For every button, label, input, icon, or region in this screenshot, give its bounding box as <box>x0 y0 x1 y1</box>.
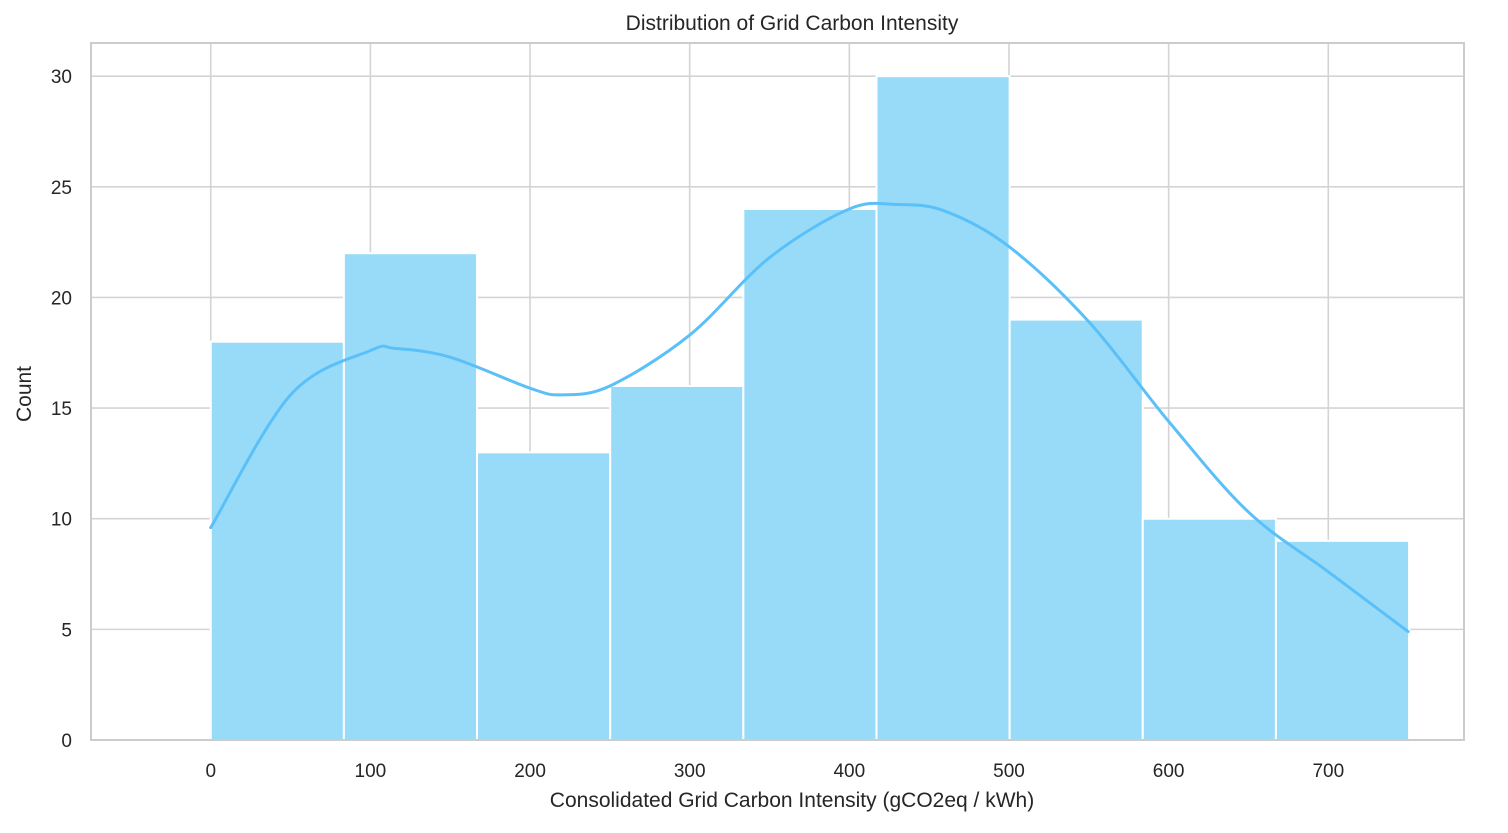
y-tick-label: 5 <box>61 620 72 641</box>
histogram-bar <box>342 252 479 741</box>
y-tick-label: 15 <box>51 399 72 420</box>
histogram-bar <box>476 451 612 741</box>
histogram-bar <box>609 384 745 741</box>
x-tick-label: 300 <box>674 761 706 782</box>
x-tick-label: 700 <box>1312 761 1344 782</box>
x-axis-title: Consolidated Grid Carbon Intensity (gCO2… <box>550 789 1034 812</box>
y-tick-label: 10 <box>51 510 72 531</box>
x-tick-labels: 0 100 200 300 400 500 600 700 <box>205 761 1344 782</box>
y-tick-label: 30 <box>51 67 72 88</box>
x-tick-label: 500 <box>993 761 1025 782</box>
histogram-bar <box>209 340 345 741</box>
histogram-bar <box>1008 318 1144 741</box>
y-axis-title: Count <box>13 366 36 422</box>
x-tick-label: 600 <box>1153 761 1185 782</box>
histogram-bar <box>875 75 1011 741</box>
x-tick-label: 400 <box>833 761 865 782</box>
kde-line <box>209 201 1410 634</box>
y-tick-label: 25 <box>51 178 72 199</box>
y-tick-labels: 0 5 10 15 20 25 30 <box>51 67 72 752</box>
histogram-bar <box>1274 539 1411 741</box>
x-tick-label: 0 <box>205 761 216 782</box>
bars-layer <box>209 75 1411 741</box>
y-tick-label: 0 <box>61 731 72 752</box>
y-tick-label: 20 <box>51 288 72 309</box>
histogram-bar <box>1141 517 1277 741</box>
kde-layer <box>209 201 1410 634</box>
plot-frame <box>90 42 1465 741</box>
histogram-bar <box>742 207 878 741</box>
chart-title: Distribution of Grid Carbon Intensity <box>626 12 959 35</box>
x-tick-label: 100 <box>355 761 387 782</box>
x-tick-label: 200 <box>514 761 546 782</box>
